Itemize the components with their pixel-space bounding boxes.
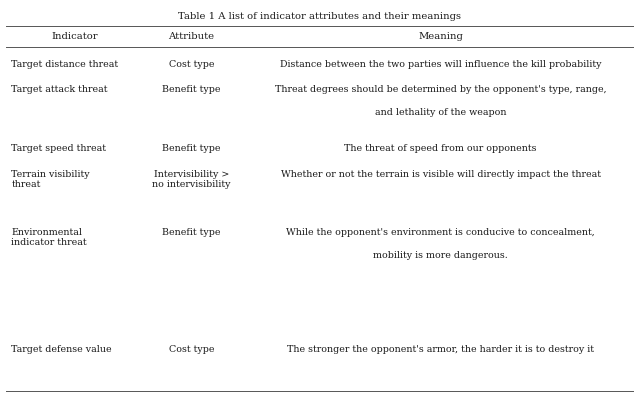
Text: Intervisibility >: Intervisibility > [154, 170, 229, 179]
Text: mobility is more dangerous.: mobility is more dangerous. [373, 251, 508, 259]
Text: Target attack threat: Target attack threat [12, 85, 108, 94]
Text: Environmental: Environmental [12, 228, 83, 237]
Text: no intervisibility: no intervisibility [152, 180, 230, 189]
Text: Attribute: Attribute [168, 32, 214, 41]
Text: Meaning: Meaning [419, 32, 463, 41]
Text: Benefit type: Benefit type [162, 228, 221, 237]
Text: indicator threat: indicator threat [12, 238, 87, 247]
Text: Target distance threat: Target distance threat [12, 60, 118, 69]
Text: Table 1 A list of indicator attributes and their meanings: Table 1 A list of indicator attributes a… [179, 12, 461, 21]
Text: Benefit type: Benefit type [162, 85, 221, 94]
Text: Target speed threat: Target speed threat [12, 144, 106, 153]
Text: and lethality of the weapon: and lethality of the weapon [375, 109, 506, 118]
Text: While the opponent's environment is conducive to concealment,: While the opponent's environment is cond… [286, 228, 595, 237]
Text: Benefit type: Benefit type [162, 144, 221, 153]
Text: Target defense value: Target defense value [12, 345, 112, 354]
Text: Cost type: Cost type [169, 60, 214, 69]
Text: Cost type: Cost type [169, 345, 214, 354]
Text: Terrain visibility: Terrain visibility [12, 170, 90, 179]
Text: Whether or not the terrain is visible will directly impact the threat: Whether or not the terrain is visible wi… [281, 170, 601, 179]
Text: Indicator: Indicator [51, 32, 98, 41]
Text: Distance between the two parties will influence the kill probability: Distance between the two parties will in… [280, 60, 602, 69]
Text: The threat of speed from our opponents: The threat of speed from our opponents [344, 144, 537, 153]
Text: threat: threat [12, 180, 41, 189]
Text: Threat degrees should be determined by the opponent's type, range,: Threat degrees should be determined by t… [275, 85, 607, 94]
Text: The stronger the opponent's armor, the harder it is to destroy it: The stronger the opponent's armor, the h… [287, 345, 594, 354]
